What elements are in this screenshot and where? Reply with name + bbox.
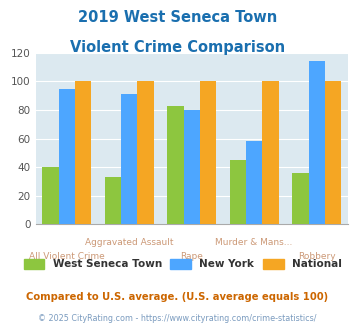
Bar — [246, 142, 262, 224]
Text: Violent Crime Comparison: Violent Crime Comparison — [70, 40, 285, 54]
Bar — [325, 82, 341, 224]
Bar — [137, 82, 154, 224]
Text: Robbery: Robbery — [298, 252, 335, 261]
Text: Aggravated Assault: Aggravated Assault — [85, 238, 174, 247]
Bar — [42, 167, 59, 224]
Bar — [262, 82, 279, 224]
Text: Compared to U.S. average. (U.S. average equals 100): Compared to U.S. average. (U.S. average … — [26, 292, 329, 302]
Text: Rape: Rape — [180, 252, 203, 261]
Bar — [59, 88, 75, 224]
Text: Murder & Mans...: Murder & Mans... — [215, 238, 293, 247]
Text: 2019 West Seneca Town: 2019 West Seneca Town — [78, 10, 277, 25]
Bar — [230, 160, 246, 224]
Text: © 2025 CityRating.com - https://www.cityrating.com/crime-statistics/: © 2025 CityRating.com - https://www.city… — [38, 314, 317, 323]
Bar — [75, 82, 91, 224]
Bar — [167, 106, 184, 224]
Bar — [184, 110, 200, 224]
Bar — [121, 94, 137, 224]
Bar — [200, 82, 216, 224]
Bar — [292, 173, 308, 224]
Bar — [308, 61, 325, 224]
Legend: West Seneca Town, New York, National: West Seneca Town, New York, National — [20, 254, 346, 274]
Text: All Violent Crime: All Violent Crime — [29, 252, 105, 261]
Bar — [105, 177, 121, 224]
